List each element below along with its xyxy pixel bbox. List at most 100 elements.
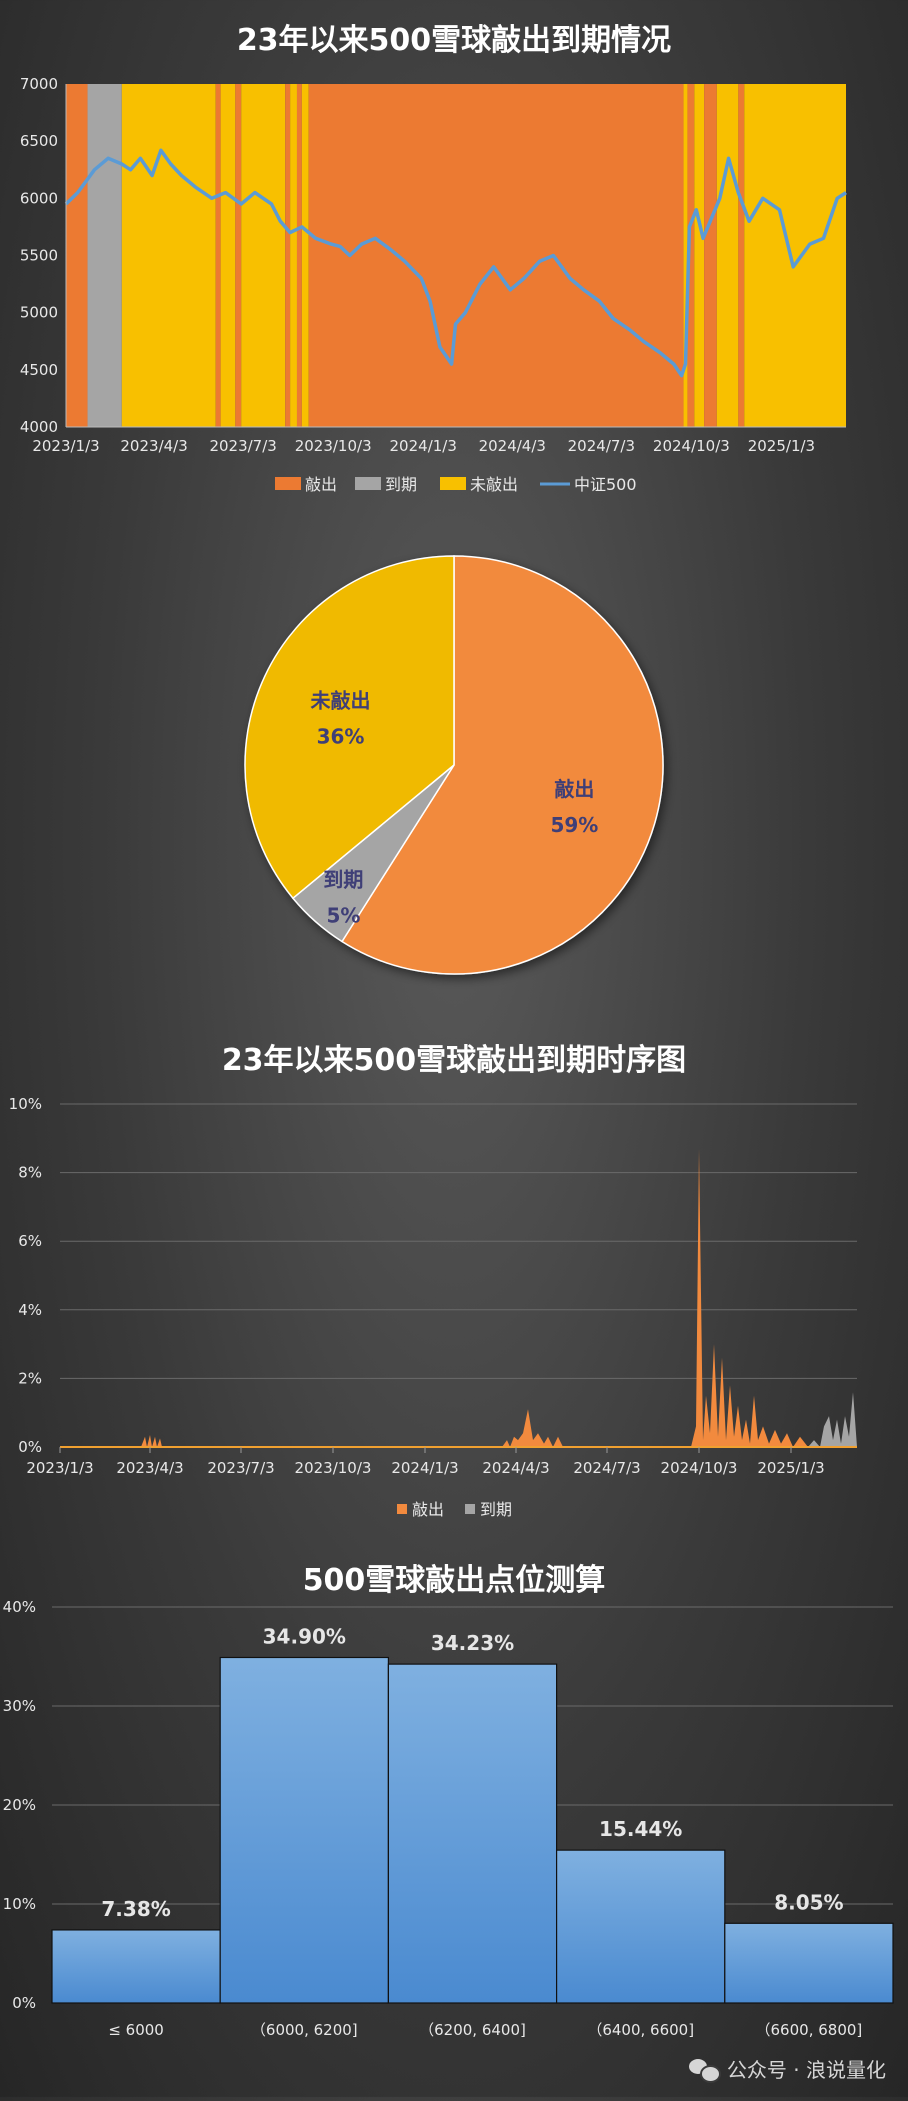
- pie-slice: [244, 555, 455, 900]
- knockout-level-bar-chart: 500雪球敲出点位测算 0% 10% 20% 30% 40% 7.38% 34.90% 34…: [3, 1563, 894, 2039]
- x-tick-label: 2023/1/3: [26, 1459, 93, 1477]
- x-tick-label: 2023/10/3: [295, 1459, 372, 1477]
- status-band: [285, 84, 291, 427]
- chart1-title: 23年以来500雪球敲出到期情况: [237, 23, 671, 58]
- y-tick-label: 20%: [3, 1796, 36, 1814]
- legend-label: 未敲出: [470, 475, 518, 494]
- y-tick-label: 5000: [20, 304, 58, 322]
- x-tick-label: 2024/7/3: [568, 437, 635, 455]
- bar: [51, 1929, 221, 2004]
- status-band: [301, 84, 309, 427]
- x-category-label: （6400, 6600]: [587, 2021, 694, 2039]
- knockout-share-pie-panel: 敲出 59% 到期 5% 未敲出 36%: [0, 510, 908, 1020]
- y-tick-label: 0%: [12, 1994, 36, 2012]
- legend-swatch: [397, 1504, 407, 1514]
- status-band: [290, 84, 297, 427]
- x-tick-label: 2024/4/3: [479, 437, 546, 455]
- status-band: [704, 84, 717, 427]
- status-band: [308, 84, 684, 427]
- pie-slice-label: 到期: [323, 867, 363, 891]
- status-band: [241, 84, 286, 427]
- status-band: [66, 84, 88, 427]
- chart4-title: 500雪球敲出点位测算: [303, 1563, 606, 1598]
- bar-value-label: 7.38%: [101, 1897, 170, 1921]
- bar-value-label: 34.23%: [431, 1631, 514, 1655]
- y-tick-label: 40%: [3, 1598, 36, 1616]
- bar: [219, 1656, 389, 2004]
- status-band: [220, 84, 236, 427]
- y-tick-label: 4000: [20, 418, 58, 436]
- pie-slice-percent: 59%: [550, 813, 598, 837]
- x-category-label: （6600, 6800]: [756, 2021, 863, 2039]
- knockout-timeseries-panel: 23年以来500雪球敲出到期时序图 0% 2% 4% 6% 8% 10% 2023/1/3…: [0, 1020, 908, 1540]
- y-tick-label: 2%: [18, 1369, 42, 1387]
- wechat-icon: [688, 2057, 721, 2083]
- x-tick-label: 2024/1/3: [391, 1459, 458, 1477]
- x-category-label: ≤ 6000: [108, 2021, 164, 2039]
- x-tick-label: 2024/10/3: [653, 437, 730, 455]
- status-band: [744, 84, 846, 427]
- y-tick-label: 6500: [20, 132, 58, 150]
- status-band: [296, 84, 302, 427]
- x-tick-label: 2024/1/3: [390, 437, 457, 455]
- knockout-status-chart: 23年以来500雪球敲出到期情况 4000 4500 5000 5500 6000 650…: [20, 23, 847, 494]
- y-tick-label: 4%: [18, 1301, 42, 1319]
- status-band: [716, 84, 739, 427]
- knockout-share-pie: 敲出 59% 到期 5% 未敲出 36%: [244, 555, 664, 975]
- x-category-label: （6200, 6400]: [419, 2021, 526, 2039]
- y-tick-label: 30%: [3, 1697, 36, 1715]
- status-band: [235, 84, 242, 427]
- pie-slice: [340, 555, 664, 975]
- status-band: [694, 84, 705, 427]
- y-tick-label: 5500: [20, 247, 58, 265]
- y-tick-label: 7000: [20, 75, 58, 93]
- legend-label: 敲出: [412, 1500, 444, 1519]
- status-band: [687, 84, 695, 427]
- knockout-level-bar-panel: 500雪球敲出点位测算 0% 10% 20% 30% 40% 7.38% 34.90% 34…: [0, 1540, 908, 2097]
- bar: [724, 1922, 894, 2004]
- x-tick-label: 2023/7/3: [207, 1459, 274, 1477]
- x-tick-label: 2024/10/3: [661, 1459, 738, 1477]
- area-expiry: [808, 1392, 857, 1447]
- y-tick-label: 6%: [18, 1232, 42, 1250]
- status-band: [215, 84, 221, 427]
- y-tick-label: 8%: [18, 1164, 42, 1182]
- x-tick-label: 2023/10/3: [295, 437, 372, 455]
- legend-swatch: [275, 477, 301, 490]
- pie-slice-percent: 36%: [317, 725, 365, 749]
- status-band: [683, 84, 688, 427]
- y-tick-label: 0%: [18, 1438, 42, 1456]
- legend-label: 中证500: [574, 475, 637, 494]
- area-knockout: [141, 1148, 808, 1447]
- x-tick-label: 2023/4/3: [120, 437, 187, 455]
- legend-label: 敲出: [305, 475, 337, 494]
- x-tick-label: 2023/1/3: [32, 437, 99, 455]
- status-band: [738, 84, 745, 427]
- y-tick-label: 4500: [20, 361, 58, 379]
- x-tick-label: 2024/7/3: [573, 1459, 640, 1477]
- watermark-text: 公众号 · 浪说量化: [726, 2058, 886, 2082]
- chart3-title: 23年以来500雪球敲出到期时序图: [222, 1043, 686, 1078]
- x-tick-label: 2023/4/3: [116, 1459, 183, 1477]
- legend-label: 到期: [385, 475, 417, 494]
- legend-swatch: [440, 477, 466, 490]
- pie-slice-percent: 5%: [326, 903, 360, 927]
- y-tick-label: 10%: [3, 1895, 36, 1913]
- csi500-line: [64, 148, 847, 378]
- pie-slice-label: 敲出: [554, 777, 594, 801]
- bar-value-label: 8.05%: [774, 1890, 843, 1914]
- x-category-label: （6000, 6200]: [251, 2021, 358, 2039]
- status-band: [87, 84, 122, 427]
- pie-slice-label: 未敲出: [311, 689, 371, 713]
- x-tick-label: 2023/7/3: [209, 437, 276, 455]
- bar-value-label: 15.44%: [599, 1817, 682, 1841]
- y-tick-label: 6000: [20, 189, 58, 207]
- knockout-status-chart-panel: 23年以来500雪球敲出到期情况 4000 4500 5000 5500 6000 650…: [0, 0, 908, 510]
- status-band: [121, 84, 216, 427]
- bar: [387, 1663, 558, 2004]
- x-tick-label: 2025/1/3: [748, 437, 815, 455]
- bar-value-label: 34.90%: [263, 1624, 346, 1648]
- watermark: 公众号 · 浪说量化: [688, 2054, 886, 2083]
- legend-label: 到期: [480, 1500, 512, 1519]
- legend-swatch: [465, 1504, 475, 1514]
